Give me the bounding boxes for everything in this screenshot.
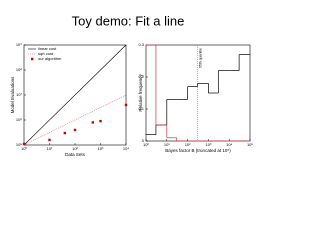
x-tick-label: 10⁵ (247, 142, 253, 147)
y-tick-label: 10⁸ (16, 67, 22, 72)
x-tick-label: 10⁴ (123, 146, 129, 151)
legend-label: sqrt cost (38, 51, 54, 56)
quantile-label: 95th quantile (198, 48, 202, 68)
y-axis-label: Model Evaluations (10, 76, 15, 114)
slide-title: Toy demo: Fit a line (72, 13, 185, 28)
y-tick-label: 0.3 (138, 42, 144, 47)
y-tick-label: 10⁵ (16, 142, 22, 147)
x-tick-label: 10⁰ (143, 142, 149, 147)
x-tick-label: 10¹ (47, 146, 53, 151)
page: Toy demo: Fit a line 10⁰ 10¹ 10² 10³ 10⁴ 10⁵ 1… (10, 13, 254, 158)
marker (48, 138, 51, 142)
x-tick-label: 10² (72, 146, 78, 151)
marker (124, 103, 128, 107)
marker (63, 131, 67, 135)
marker (99, 119, 102, 123)
marker (22, 142, 26, 146)
x-tick-label: 10³ (98, 146, 104, 151)
y-tick-label: 0.2 (138, 74, 144, 79)
slide: Toy demo: Fit a line 10⁰ 10¹ 10² 10³ 10⁴10⁵1… (10, 13, 253, 157)
marker (73, 128, 77, 132)
y-axis-label: Relative frequency (138, 74, 143, 112)
series-line (23, 44, 127, 146)
y-tick-label: 10⁷ (16, 92, 22, 97)
legend-swatch (31, 57, 34, 61)
x-tick-label: 10³ (206, 142, 212, 147)
x-tick-label: 10⁰ (21, 146, 27, 151)
y-tick-label: 10⁶ (16, 117, 22, 122)
x-axis-label: Data Sets (65, 152, 86, 157)
x-axis-label: Bayes factor B (truncated at 10⁵) (165, 148, 231, 153)
marker (91, 121, 95, 124)
legend-label: our algorithm (38, 56, 62, 61)
legend-label: linear cost (38, 46, 57, 51)
y-tick-label: 0 (142, 138, 145, 143)
x-tick-label: 10² (185, 142, 191, 147)
x-tick-label: 10⁴ (226, 142, 232, 147)
y-tick-label: 0.1 (138, 106, 144, 111)
y-tick-label: 10⁹ (16, 42, 22, 47)
series-line (23, 94, 127, 146)
x-tick-label: 10¹ (164, 142, 170, 147)
